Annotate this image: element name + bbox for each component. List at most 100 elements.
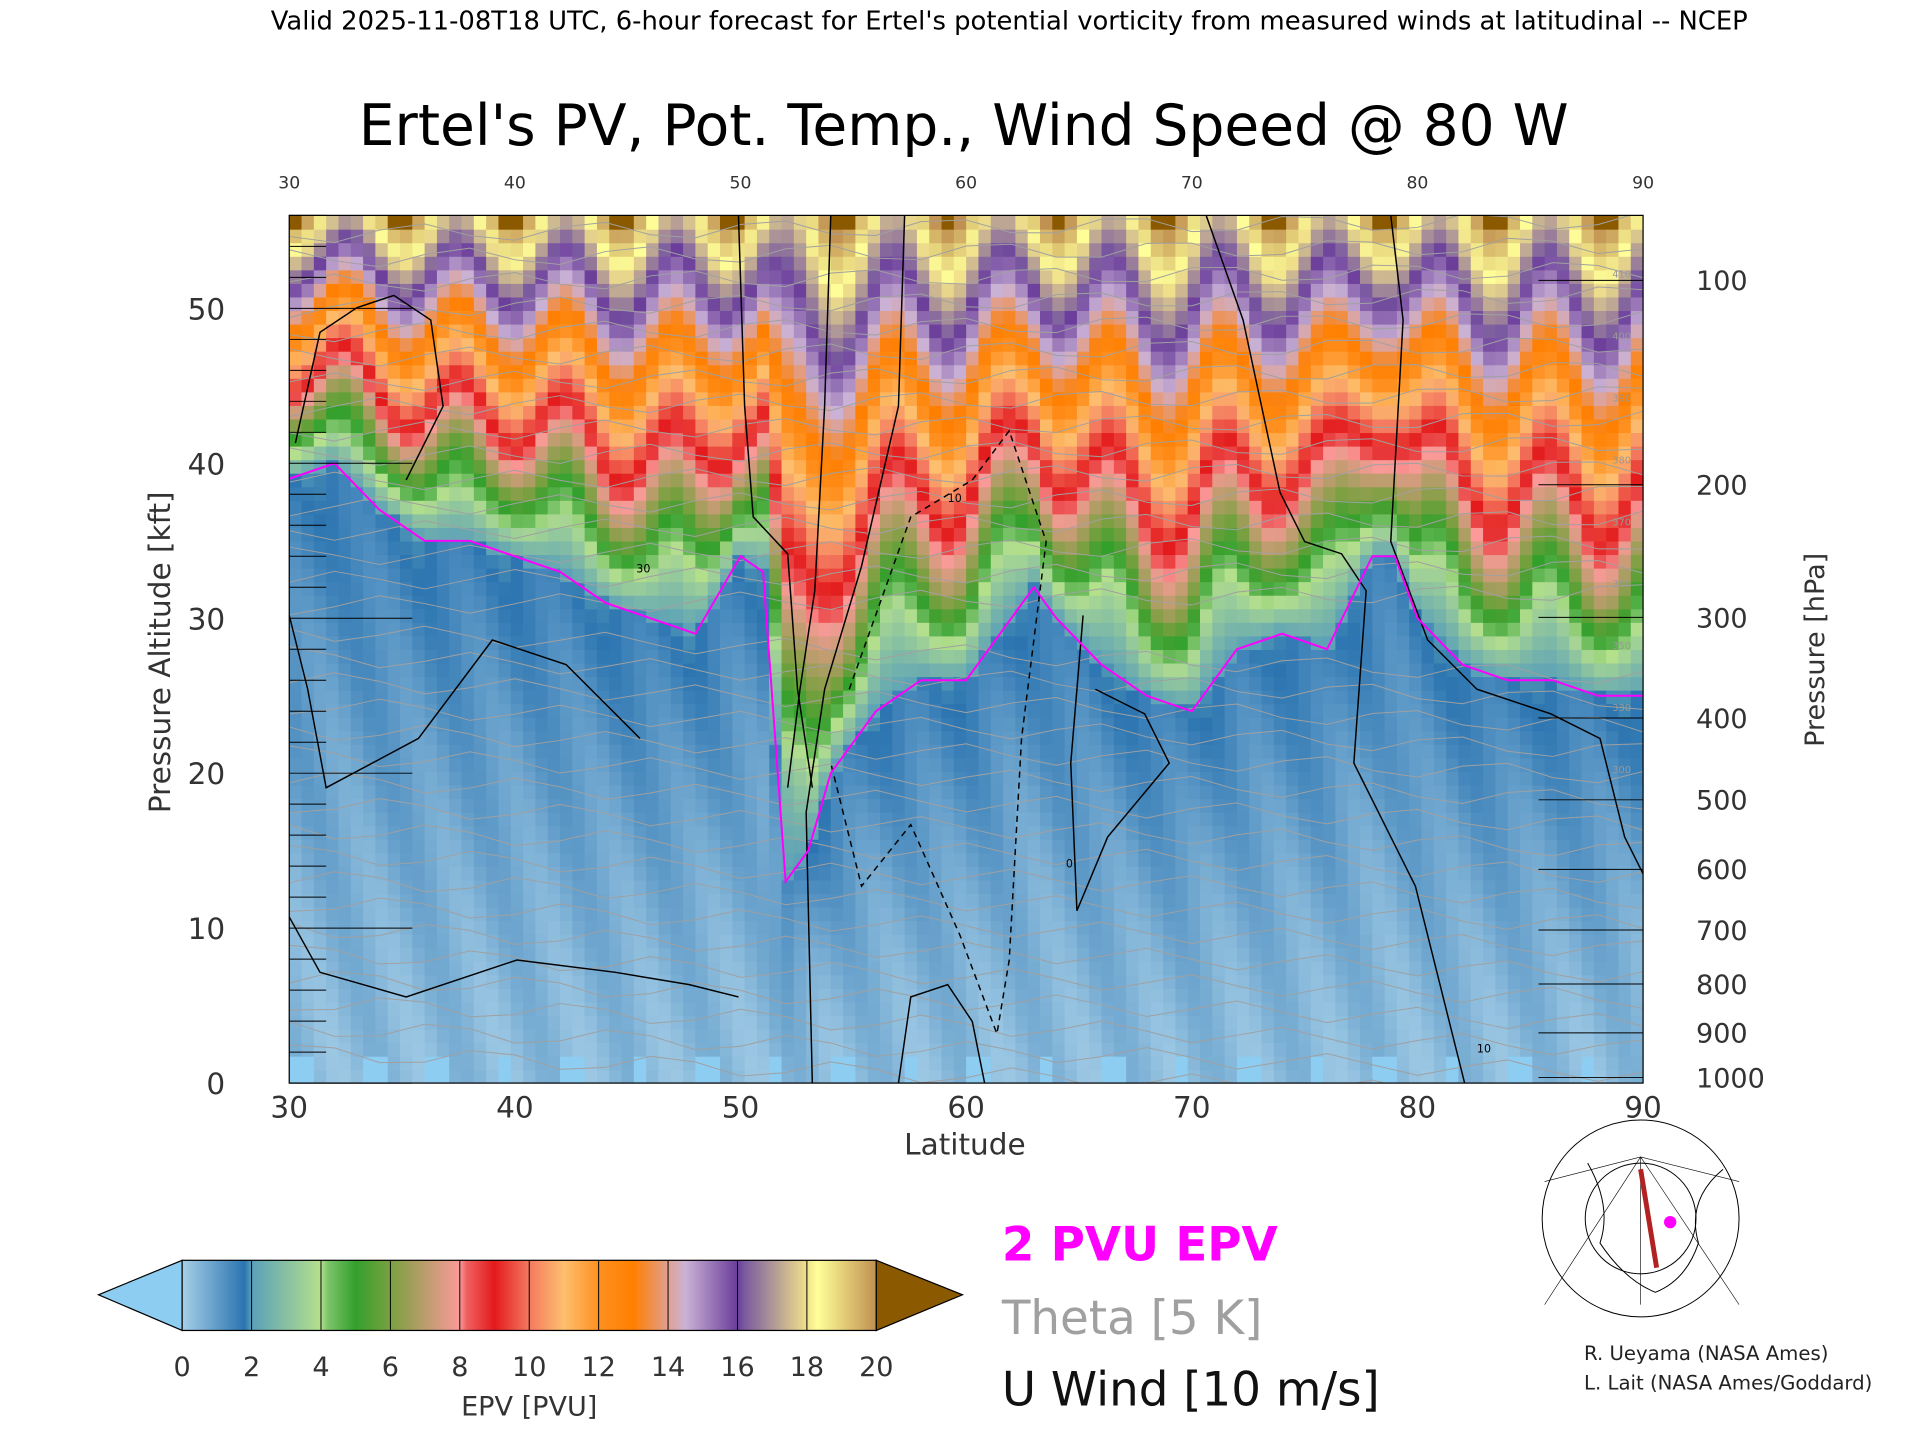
epv-cell [1040, 771, 1054, 786]
epv-cell [781, 689, 795, 705]
epv-cell [720, 689, 734, 705]
epv-cell [350, 323, 364, 339]
epv-cell [338, 432, 352, 447]
epv-cell [1015, 337, 1029, 352]
epv-cell [769, 988, 783, 1003]
epv-cell [658, 269, 672, 284]
epv-cell [535, 703, 549, 718]
epv-cell [400, 852, 414, 867]
epv-cell [1175, 622, 1189, 637]
epv-cell [744, 988, 758, 1003]
epv-cell [904, 486, 918, 501]
epv-cell [412, 933, 426, 949]
epv-cell [929, 852, 943, 867]
epv-cell [338, 1069, 352, 1084]
epv-cell [326, 988, 340, 1003]
epv-cell [1076, 689, 1090, 705]
epv-cell [1138, 798, 1152, 813]
epv-cell [1089, 581, 1103, 596]
epv-cell [1015, 757, 1029, 772]
epv-cell [289, 689, 303, 705]
epv-cell [1126, 988, 1140, 1003]
epv-cell [670, 405, 684, 420]
epv-cell [338, 337, 352, 352]
epv-cell [560, 839, 574, 854]
epv-cell [855, 432, 869, 447]
epv-cell [1163, 933, 1177, 949]
epv-cell [990, 540, 1004, 556]
epv-cell [892, 893, 906, 908]
epv-cell [400, 540, 414, 556]
epv-cell [436, 744, 450, 759]
epv-cell [301, 852, 315, 867]
epv-cell [904, 703, 918, 718]
epv-cell [1003, 405, 1017, 420]
epv-cell [350, 635, 364, 650]
epv-cell [313, 432, 327, 447]
epv-cell [1003, 676, 1017, 691]
epv-cell [350, 703, 364, 718]
epv-cell [313, 1042, 327, 1057]
epv-cell [904, 811, 918, 827]
epv-cell [670, 472, 684, 488]
epv-cell [916, 242, 930, 257]
epv-cell [289, 527, 303, 542]
epv-cell [1003, 595, 1017, 610]
epv-cell [498, 920, 512, 935]
epv-cell [1040, 662, 1054, 678]
epv-cell [535, 933, 549, 949]
epv-cell [387, 337, 401, 352]
epv-cell [1089, 635, 1103, 650]
epv-cell [1200, 242, 1214, 257]
epv-cell [683, 432, 697, 447]
epv-cell [633, 242, 647, 257]
epv-cell [929, 337, 943, 352]
epv-cell [720, 296, 734, 312]
epv-cell [990, 1028, 1004, 1044]
epv-cell [867, 771, 881, 786]
epv-cell [990, 1055, 1004, 1071]
epv-cell [1064, 676, 1078, 691]
epv-cell [1175, 893, 1189, 908]
epv-cell [953, 852, 967, 867]
epv-cell [547, 350, 561, 366]
epv-cell [424, 1028, 438, 1044]
epv-cell [387, 866, 401, 881]
epv-cell [461, 391, 475, 406]
epv-cell [326, 418, 340, 434]
epv-cell [523, 378, 537, 393]
epv-cell [1052, 527, 1066, 542]
epv-cell [732, 784, 746, 800]
epv-cell [486, 974, 500, 989]
epv-cell [1150, 1055, 1164, 1071]
epv-cell [301, 839, 315, 854]
epv-cell [867, 798, 881, 813]
epv-cell [880, 472, 894, 488]
epv-cell [646, 811, 660, 827]
epv-cell [523, 730, 537, 745]
epv-cell [535, 717, 549, 732]
epv-cell [363, 717, 377, 732]
epv-cell [781, 1055, 795, 1071]
epv-cell [400, 906, 414, 922]
epv-cell [387, 635, 401, 650]
epv-cell [621, 662, 635, 678]
epv-cell [880, 337, 894, 352]
epv-cell [1150, 256, 1164, 271]
epv-cell [1052, 405, 1066, 420]
epv-cell [720, 242, 734, 257]
epv-cell [473, 825, 487, 840]
epv-cell [609, 635, 623, 650]
epv-cell [1150, 839, 1164, 854]
epv-cell [1015, 445, 1029, 461]
epv-cell [523, 1069, 537, 1084]
epv-cell [941, 567, 955, 583]
epv-cell [929, 839, 943, 854]
epv-cell [646, 283, 660, 298]
epv-cell [1003, 296, 1017, 312]
epv-cell [1236, 933, 1250, 949]
epv-cell [289, 784, 303, 800]
epv-cell [1064, 418, 1078, 434]
epv-cell [1113, 283, 1127, 298]
epv-cell [1175, 540, 1189, 556]
